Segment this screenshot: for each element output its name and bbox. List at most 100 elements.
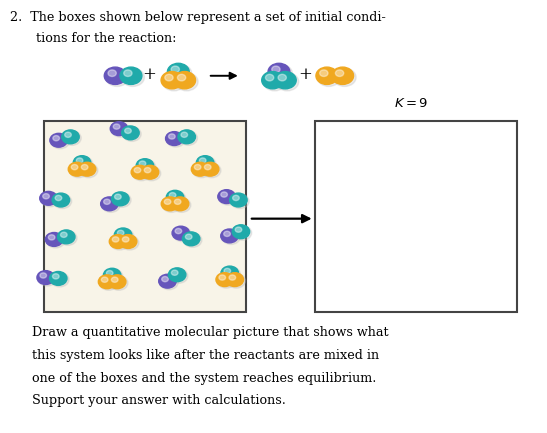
Text: +: + bbox=[298, 65, 312, 83]
Circle shape bbox=[43, 194, 49, 199]
Circle shape bbox=[179, 131, 197, 145]
Circle shape bbox=[159, 274, 176, 288]
Circle shape bbox=[45, 233, 63, 246]
Circle shape bbox=[62, 130, 79, 144]
Circle shape bbox=[104, 67, 126, 84]
Circle shape bbox=[170, 269, 188, 283]
Circle shape bbox=[110, 122, 128, 136]
Circle shape bbox=[230, 193, 247, 207]
Circle shape bbox=[100, 276, 118, 290]
Circle shape bbox=[98, 275, 116, 289]
Circle shape bbox=[197, 157, 216, 171]
Circle shape bbox=[194, 165, 201, 170]
Circle shape bbox=[79, 163, 98, 178]
Circle shape bbox=[53, 136, 60, 141]
Circle shape bbox=[38, 271, 56, 286]
Circle shape bbox=[168, 268, 186, 282]
Circle shape bbox=[131, 165, 149, 179]
Circle shape bbox=[174, 199, 181, 204]
Circle shape bbox=[174, 71, 196, 89]
Circle shape bbox=[234, 226, 252, 240]
Circle shape bbox=[114, 228, 132, 242]
Text: one of the boxes and the system reaches equilibrium.: one of the boxes and the system reaches … bbox=[32, 372, 376, 385]
Circle shape bbox=[113, 124, 120, 129]
Circle shape bbox=[219, 191, 237, 205]
Circle shape bbox=[221, 229, 238, 243]
Circle shape bbox=[221, 266, 238, 280]
Circle shape bbox=[167, 63, 189, 81]
Circle shape bbox=[173, 227, 191, 242]
Circle shape bbox=[224, 231, 230, 236]
Text: Draw a quantitative molecular picture that shows what: Draw a quantitative molecular picture th… bbox=[32, 326, 388, 339]
Circle shape bbox=[61, 232, 67, 237]
Circle shape bbox=[123, 237, 129, 242]
Circle shape bbox=[175, 229, 182, 234]
Circle shape bbox=[171, 270, 178, 275]
Text: this system looks like after the reactants are mixed in: this system looks like after the reactan… bbox=[32, 349, 379, 362]
Circle shape bbox=[108, 70, 117, 77]
Circle shape bbox=[205, 165, 211, 170]
Circle shape bbox=[232, 195, 239, 200]
Circle shape bbox=[103, 199, 110, 204]
Circle shape bbox=[134, 168, 141, 173]
Circle shape bbox=[171, 66, 179, 73]
Circle shape bbox=[272, 66, 280, 73]
Circle shape bbox=[201, 162, 219, 176]
Circle shape bbox=[172, 198, 191, 212]
Circle shape bbox=[109, 276, 128, 290]
Circle shape bbox=[222, 267, 241, 281]
Circle shape bbox=[144, 168, 151, 173]
Circle shape bbox=[161, 197, 179, 211]
Circle shape bbox=[222, 230, 240, 245]
Circle shape bbox=[82, 165, 88, 170]
Circle shape bbox=[112, 277, 118, 282]
Circle shape bbox=[52, 193, 69, 207]
Circle shape bbox=[162, 198, 181, 212]
Circle shape bbox=[132, 166, 150, 181]
Circle shape bbox=[199, 158, 206, 163]
Text: 2.  The boxes shown below represent a set of initial condi-: 2. The boxes shown below represent a set… bbox=[10, 11, 386, 24]
Circle shape bbox=[57, 230, 75, 244]
Circle shape bbox=[119, 235, 137, 249]
Circle shape bbox=[169, 65, 192, 83]
Circle shape bbox=[112, 237, 119, 242]
Circle shape bbox=[74, 157, 93, 171]
Circle shape bbox=[164, 199, 171, 204]
Circle shape bbox=[120, 236, 139, 250]
Circle shape bbox=[101, 197, 118, 211]
Circle shape bbox=[178, 130, 195, 144]
Circle shape bbox=[106, 271, 113, 276]
Circle shape bbox=[113, 193, 131, 207]
Circle shape bbox=[175, 73, 198, 91]
Text: $K = 9$: $K = 9$ bbox=[394, 97, 428, 110]
Circle shape bbox=[278, 74, 287, 81]
Circle shape bbox=[167, 132, 185, 147]
Circle shape bbox=[115, 229, 134, 243]
Circle shape bbox=[333, 68, 356, 87]
Bar bbox=[44, 121, 246, 312]
Circle shape bbox=[181, 132, 188, 137]
Circle shape bbox=[316, 67, 338, 84]
Circle shape bbox=[331, 67, 353, 84]
Circle shape bbox=[177, 74, 186, 81]
Circle shape bbox=[51, 134, 69, 149]
Circle shape bbox=[76, 158, 83, 163]
Circle shape bbox=[263, 73, 286, 91]
Circle shape bbox=[112, 123, 130, 137]
Circle shape bbox=[319, 70, 328, 77]
Circle shape bbox=[162, 73, 185, 91]
Circle shape bbox=[37, 271, 55, 284]
Circle shape bbox=[217, 274, 235, 288]
Circle shape bbox=[106, 68, 129, 87]
Circle shape bbox=[40, 273, 46, 278]
Circle shape bbox=[182, 232, 200, 246]
Circle shape bbox=[166, 191, 184, 204]
Circle shape bbox=[121, 126, 139, 140]
Circle shape bbox=[162, 277, 168, 282]
Circle shape bbox=[125, 128, 131, 133]
Circle shape bbox=[191, 162, 209, 176]
Circle shape bbox=[55, 195, 62, 200]
Circle shape bbox=[71, 165, 78, 170]
Circle shape bbox=[165, 74, 173, 81]
Circle shape bbox=[160, 275, 178, 290]
